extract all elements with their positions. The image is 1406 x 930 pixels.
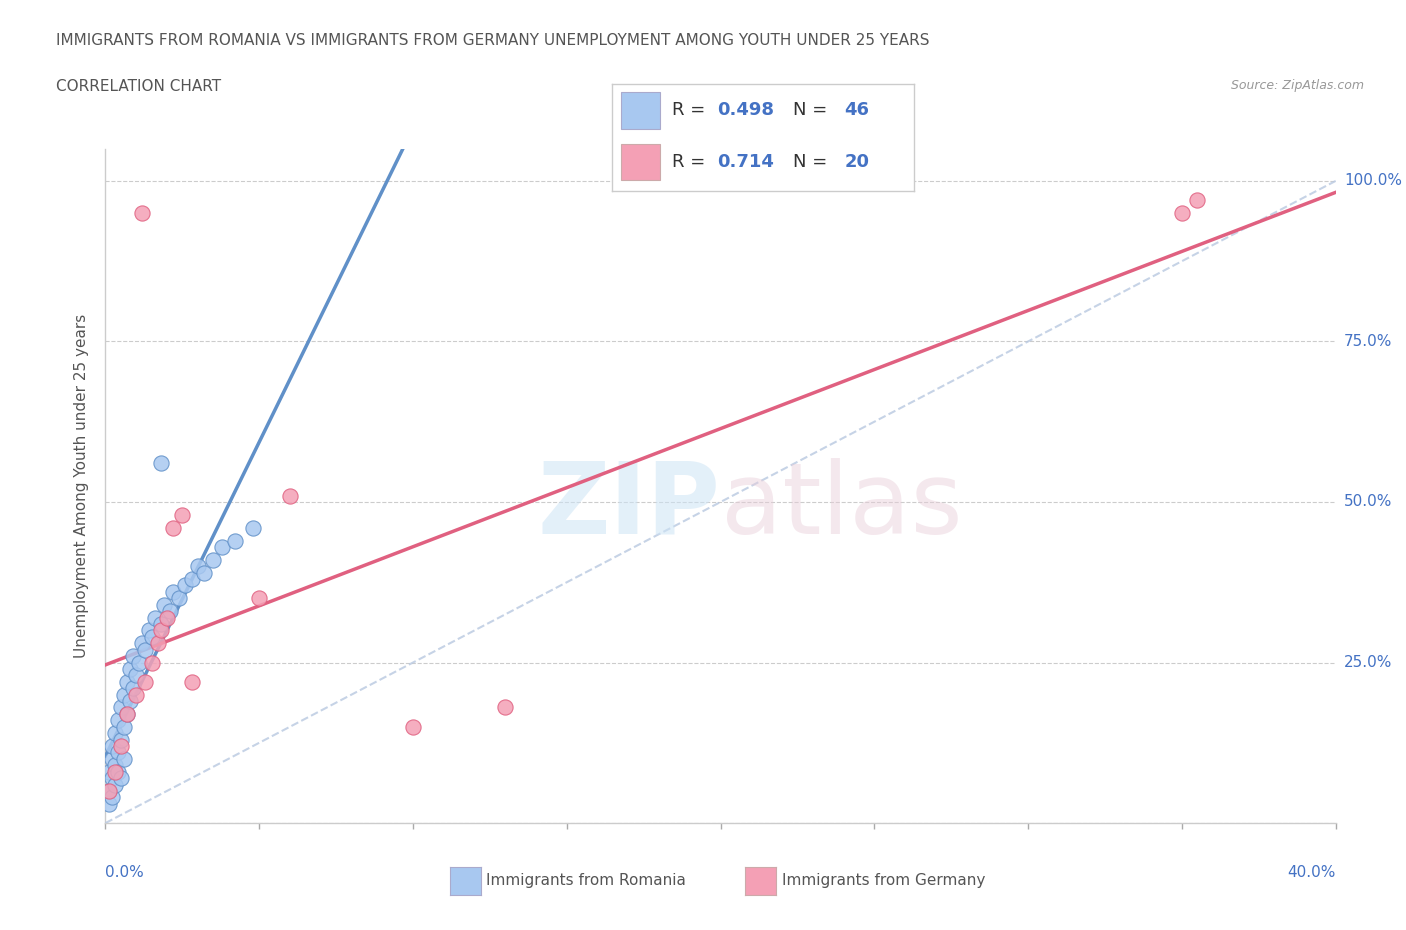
Text: CORRELATION CHART: CORRELATION CHART bbox=[56, 79, 221, 94]
Point bbox=[193, 565, 215, 580]
Point bbox=[115, 707, 138, 722]
Point bbox=[174, 578, 197, 593]
Point bbox=[211, 539, 233, 554]
Text: N =: N = bbox=[793, 153, 832, 171]
Point bbox=[134, 674, 156, 689]
Text: 75.0%: 75.0% bbox=[1344, 334, 1392, 349]
Text: 0.0%: 0.0% bbox=[105, 865, 145, 880]
Bar bbox=[620, 143, 659, 180]
Text: atlas: atlas bbox=[721, 458, 962, 554]
Point bbox=[242, 520, 264, 535]
Point bbox=[120, 661, 141, 676]
Point bbox=[149, 456, 172, 471]
Point bbox=[134, 643, 156, 658]
Point bbox=[162, 584, 184, 599]
Point bbox=[125, 668, 148, 683]
Point bbox=[97, 764, 120, 779]
Text: 20: 20 bbox=[845, 153, 869, 171]
Point bbox=[156, 610, 179, 625]
Text: ZIP: ZIP bbox=[537, 458, 721, 554]
Point bbox=[149, 617, 172, 631]
Point bbox=[112, 751, 135, 766]
Point bbox=[1171, 206, 1194, 220]
Point bbox=[110, 771, 132, 786]
Point bbox=[110, 738, 132, 753]
Point bbox=[115, 707, 138, 722]
Text: 40.0%: 40.0% bbox=[1288, 865, 1336, 880]
Point bbox=[402, 719, 425, 734]
Point bbox=[146, 636, 169, 651]
Point bbox=[247, 591, 270, 605]
Point bbox=[172, 508, 194, 523]
Text: 46: 46 bbox=[845, 101, 869, 119]
Point bbox=[110, 732, 132, 747]
Point bbox=[120, 694, 141, 709]
Point bbox=[125, 687, 148, 702]
Text: Source: ZipAtlas.com: Source: ZipAtlas.com bbox=[1230, 79, 1364, 92]
Point bbox=[159, 604, 181, 618]
Point bbox=[107, 764, 129, 779]
Bar bbox=[620, 92, 659, 128]
Point bbox=[494, 700, 516, 715]
Point bbox=[97, 783, 120, 798]
Point bbox=[131, 206, 153, 220]
Point bbox=[115, 674, 138, 689]
Point bbox=[180, 674, 202, 689]
Point bbox=[100, 790, 122, 804]
Point bbox=[141, 655, 163, 670]
Text: R =: R = bbox=[672, 153, 711, 171]
Point bbox=[104, 777, 127, 792]
Point bbox=[128, 655, 150, 670]
Point bbox=[107, 713, 129, 728]
Point bbox=[1187, 193, 1209, 207]
Point bbox=[180, 572, 202, 587]
Text: N =: N = bbox=[793, 101, 832, 119]
Point bbox=[104, 758, 127, 773]
Point bbox=[97, 796, 120, 811]
Point bbox=[112, 719, 135, 734]
Point bbox=[138, 623, 160, 638]
Point bbox=[143, 610, 166, 625]
Point bbox=[107, 745, 129, 760]
Point bbox=[122, 648, 145, 663]
Point bbox=[112, 687, 135, 702]
Point bbox=[104, 764, 127, 779]
Text: 0.498: 0.498 bbox=[717, 101, 775, 119]
Point bbox=[110, 700, 132, 715]
Point bbox=[100, 751, 122, 766]
Point bbox=[100, 738, 122, 753]
Point bbox=[149, 623, 172, 638]
Point bbox=[224, 533, 246, 548]
Point bbox=[278, 488, 301, 503]
Point bbox=[97, 783, 120, 798]
Text: 50.0%: 50.0% bbox=[1344, 495, 1392, 510]
Point bbox=[122, 681, 145, 696]
Point bbox=[162, 520, 184, 535]
Point bbox=[141, 630, 163, 644]
Text: 100.0%: 100.0% bbox=[1344, 173, 1402, 189]
Point bbox=[153, 597, 176, 612]
Point bbox=[100, 771, 122, 786]
Text: Immigrants from Germany: Immigrants from Germany bbox=[782, 873, 986, 888]
Point bbox=[131, 636, 153, 651]
Y-axis label: Unemployment Among Youth under 25 years: Unemployment Among Youth under 25 years bbox=[75, 313, 90, 658]
Text: R =: R = bbox=[672, 101, 711, 119]
Text: 0.714: 0.714 bbox=[717, 153, 775, 171]
Point bbox=[104, 725, 127, 740]
Point bbox=[187, 559, 209, 574]
Point bbox=[202, 552, 225, 567]
Text: 25.0%: 25.0% bbox=[1344, 655, 1392, 670]
Point bbox=[169, 591, 191, 605]
Text: Immigrants from Romania: Immigrants from Romania bbox=[486, 873, 686, 888]
Text: IMMIGRANTS FROM ROMANIA VS IMMIGRANTS FROM GERMANY UNEMPLOYMENT AMONG YOUTH UNDE: IMMIGRANTS FROM ROMANIA VS IMMIGRANTS FR… bbox=[56, 33, 929, 47]
